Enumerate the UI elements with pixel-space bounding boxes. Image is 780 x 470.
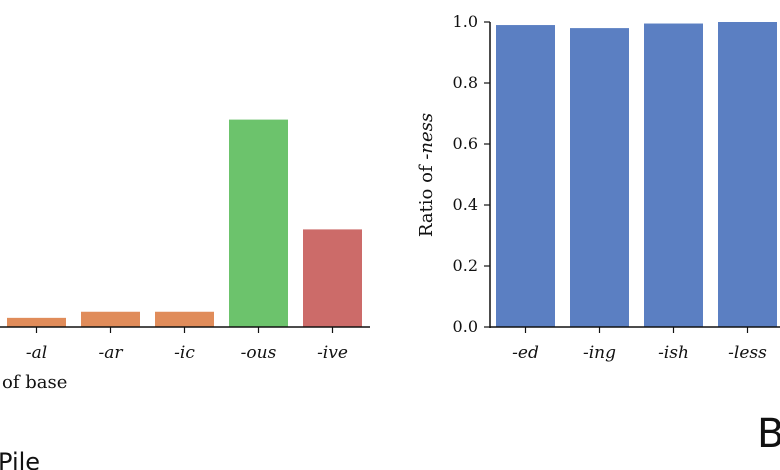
x-tick-label: -al (26, 343, 47, 363)
left-x-ticks: -al -ar -ic -ous -ive (26, 327, 348, 363)
left-chart-panel: -al -ar -ic -ous -ive of base Pile (0, 119, 370, 470)
x-tick-label: -ish (658, 343, 689, 363)
x-tick-label: -ar (98, 343, 123, 363)
x-tick-label: -ic (174, 343, 195, 363)
bar-ive (303, 229, 362, 327)
right-y-axis-title-italic: -ness (416, 113, 437, 160)
bar-ous (229, 119, 288, 327)
right-bars-group (496, 22, 777, 328)
right-chart-panel: 0.0 0.2 0.4 0.6 0.8 1.0 -ed -ing -ish -less Rati… (416, 12, 780, 457)
y-tick-label: 0.0 (453, 317, 478, 336)
bar-less (718, 22, 777, 327)
y-tick-label: 1.0 (453, 12, 478, 31)
right-y-axis-title-prefix: Ratio of (416, 160, 437, 237)
bar-ar (81, 311, 140, 327)
x-tick-label: -ed (512, 343, 539, 363)
left-bars-group (7, 119, 362, 327)
x-tick-label: -less (728, 343, 767, 363)
y-tick-label: 0.2 (453, 256, 478, 275)
bar-ic (155, 311, 214, 327)
right-panel-letter: B (757, 411, 780, 457)
bar-ing (570, 28, 629, 327)
y-tick-label: 0.8 (453, 73, 478, 92)
left-x-axis-title: of base (2, 372, 67, 393)
right-x-ticks: -ed -ing -ish -less (512, 327, 767, 363)
y-tick-label: 0.6 (453, 134, 478, 153)
right-y-axis-title: Ratio of -ness (416, 113, 437, 237)
x-tick-label: -ous (241, 343, 277, 363)
x-tick-label: -ing (583, 343, 616, 363)
bar-ed (496, 25, 555, 328)
right-y-ticks: 0.0 0.2 0.4 0.6 0.8 1.0 (453, 12, 490, 336)
y-tick-label: 0.4 (453, 195, 478, 214)
bar-ish (644, 23, 703, 328)
x-tick-label: -ive (317, 343, 348, 363)
bar-al (7, 317, 66, 327)
left-panel-caption: Pile (0, 448, 40, 470)
